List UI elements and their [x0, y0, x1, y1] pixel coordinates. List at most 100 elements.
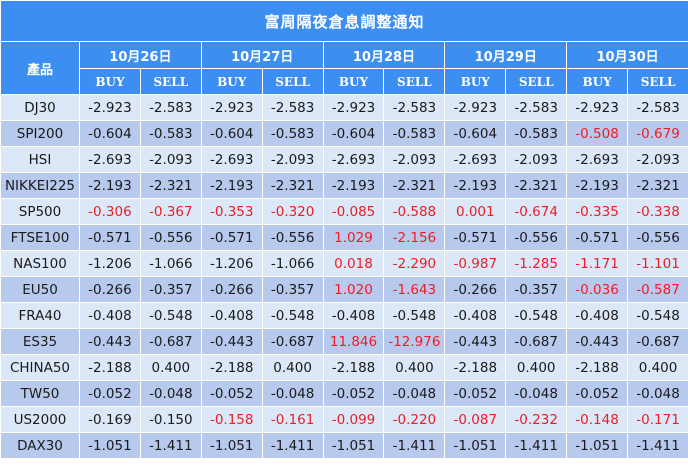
sell-rate-cell: -0.320	[261, 198, 324, 225]
sell-header: SELL	[505, 68, 568, 95]
buy-rate-cell: -0.508	[566, 120, 629, 147]
product-header: 產品	[0, 41, 80, 95]
buy-header: BUY	[444, 68, 507, 95]
table-row: CHINA50 -2.188 0.400 -2.188 0.400 -2.188 0.400…	[0, 354, 688, 381]
sell-rate-cell: -0.687	[139, 328, 202, 355]
product-name: EU50	[0, 276, 80, 303]
sell-rate-cell: -0.048	[261, 380, 324, 407]
buy-rate-cell: -0.052	[444, 380, 507, 407]
sell-rate-cell: -1.066	[261, 250, 324, 277]
sell-rate-cell: -0.674	[505, 198, 568, 225]
buy-rate-cell: -1.051	[444, 432, 507, 459]
sell-rate-cell: 0.400	[383, 354, 446, 381]
buy-rate-cell: -1.171	[566, 250, 629, 277]
table-row: HSI -2.693 -2.093 -2.693 -2.093 -2.693 -2.093-…	[0, 146, 688, 173]
product-name: CHINA50	[0, 354, 80, 381]
buy-rate-cell: -2.193	[566, 172, 629, 199]
sell-rate-cell: 0.400	[139, 354, 202, 381]
buy-rate-cell: -0.353	[200, 198, 263, 225]
product-name: NIKKEI225	[0, 172, 80, 199]
buy-rate-cell: -0.158	[200, 406, 263, 433]
sell-rate-cell: -0.583	[139, 120, 202, 147]
sell-rate-cell: 0.400	[261, 354, 324, 381]
sell-rate-cell: -0.588	[383, 198, 446, 225]
sell-rate-cell: -1.285	[505, 250, 568, 277]
buy-rate-cell: -1.051	[79, 432, 141, 459]
sell-rate-cell: -0.687	[505, 328, 568, 355]
buy-rate-cell: -2.693	[79, 146, 141, 173]
product-name: SPI200	[0, 120, 80, 147]
buy-rate-cell: -0.408	[200, 302, 263, 329]
buy-rate-cell: -0.408	[322, 302, 385, 329]
buy-rate-cell: -0.052	[322, 380, 385, 407]
buy-rate-cell: -0.408	[444, 302, 507, 329]
sell-header: SELL	[261, 68, 324, 95]
product-name: ES35	[0, 328, 80, 355]
buy-rate-cell: -1.051	[200, 432, 263, 459]
product-name: FTSE100	[0, 224, 80, 251]
sell-rate-cell: 0.400	[505, 354, 568, 381]
buy-rate-cell: -2.188	[200, 354, 263, 381]
buy-rate-cell: -0.443	[79, 328, 141, 355]
sell-header: SELL	[383, 68, 446, 95]
sell-rate-cell: -0.583	[383, 120, 446, 147]
sell-rate-cell: -1.411	[261, 432, 324, 459]
sell-rate-cell: -0.220	[383, 406, 446, 433]
sell-rate-cell: -1.411	[505, 432, 568, 459]
sell-rate-cell: -1.101	[627, 250, 688, 277]
sell-rate-cell: -2.321	[505, 172, 568, 199]
sell-rate-cell: -0.679	[627, 120, 688, 147]
sell-rate-cell: -0.548	[505, 302, 568, 329]
buy-rate-cell: -2.693	[322, 146, 385, 173]
sell-rate-cell: -1.411	[627, 432, 688, 459]
sell-rate-cell: -0.583	[505, 120, 568, 147]
buy-rate-cell: -0.987	[444, 250, 507, 277]
product-name: DAX30	[0, 432, 80, 459]
buy-rate-cell: -1.206	[200, 250, 263, 277]
product-name: TW50	[0, 380, 80, 407]
buy-rate-cell: -2.923	[200, 94, 263, 121]
sell-rate-cell: -0.556	[627, 224, 688, 251]
sell-rate-cell: -2.290	[383, 250, 446, 277]
table-row: SP500 -0.306 -0.367 -0.353 -0.320 -0.085 -0.58…	[0, 198, 688, 225]
buy-rate-cell: -0.443	[200, 328, 263, 355]
sell-rate-cell: -2.321	[139, 172, 202, 199]
sell-rate-cell: -2.321	[261, 172, 324, 199]
buy-rate-cell: -2.923	[79, 94, 141, 121]
buy-rate-cell: -0.085	[322, 198, 385, 225]
sell-rate-cell: 0.400	[627, 354, 688, 381]
sell-rate-cell: -2.156	[383, 224, 446, 251]
product-name: US2000	[0, 406, 80, 433]
buy-header: BUY	[566, 68, 629, 95]
buy-rate-cell: -0.571	[444, 224, 507, 251]
table-row: NAS100 -1.206 -1.066 -1.206 -1.066 0.018 -2.29…	[0, 250, 688, 277]
buy-rate-cell: -0.443	[566, 328, 629, 355]
sell-header: SELL	[627, 68, 688, 95]
sell-rate-cell: -0.171	[627, 406, 688, 433]
buy-rate-cell: -0.306	[79, 198, 141, 225]
sell-rate-cell: -2.583	[627, 94, 688, 121]
sell-rate-cell: -1.066	[139, 250, 202, 277]
sell-rate-cell: -0.548	[261, 302, 324, 329]
sell-rate-cell: -0.357	[261, 276, 324, 303]
date-header: 10月27日	[200, 41, 324, 69]
buy-rate-cell: -0.087	[444, 406, 507, 433]
buy-rate-cell: -2.923	[322, 94, 385, 121]
buy-rate-cell: 11.846	[322, 328, 385, 355]
buy-rate-cell: -0.604	[200, 120, 263, 147]
table-row: TW50 -0.052 -0.048 -0.052 -0.048 -0.052 -0.048…	[0, 380, 688, 407]
sell-rate-cell: -0.338	[627, 198, 688, 225]
product-name: DJ30	[0, 94, 80, 121]
sell-rate-cell: -2.093	[383, 146, 446, 173]
date-header: 10月30日	[566, 41, 688, 69]
sell-rate-cell: -0.583	[261, 120, 324, 147]
buy-rate-cell: -0.571	[200, 224, 263, 251]
sell-rate-cell: -2.583	[505, 94, 568, 121]
buy-rate-cell: -0.266	[200, 276, 263, 303]
table-row: DAX30 -1.051 -1.411 -1.051 -1.411 -1.051 -1.41…	[0, 432, 688, 459]
buy-rate-cell: -0.571	[79, 224, 141, 251]
sell-rate-cell: -0.357	[139, 276, 202, 303]
sell-rate-cell: -0.161	[261, 406, 324, 433]
swap-rate-table: 富周隔夜倉息調整通知 產品 10月26日 10月27日 10月28日 10月29日 10…	[0, 0, 688, 459]
buy-rate-cell: -0.052	[79, 380, 141, 407]
